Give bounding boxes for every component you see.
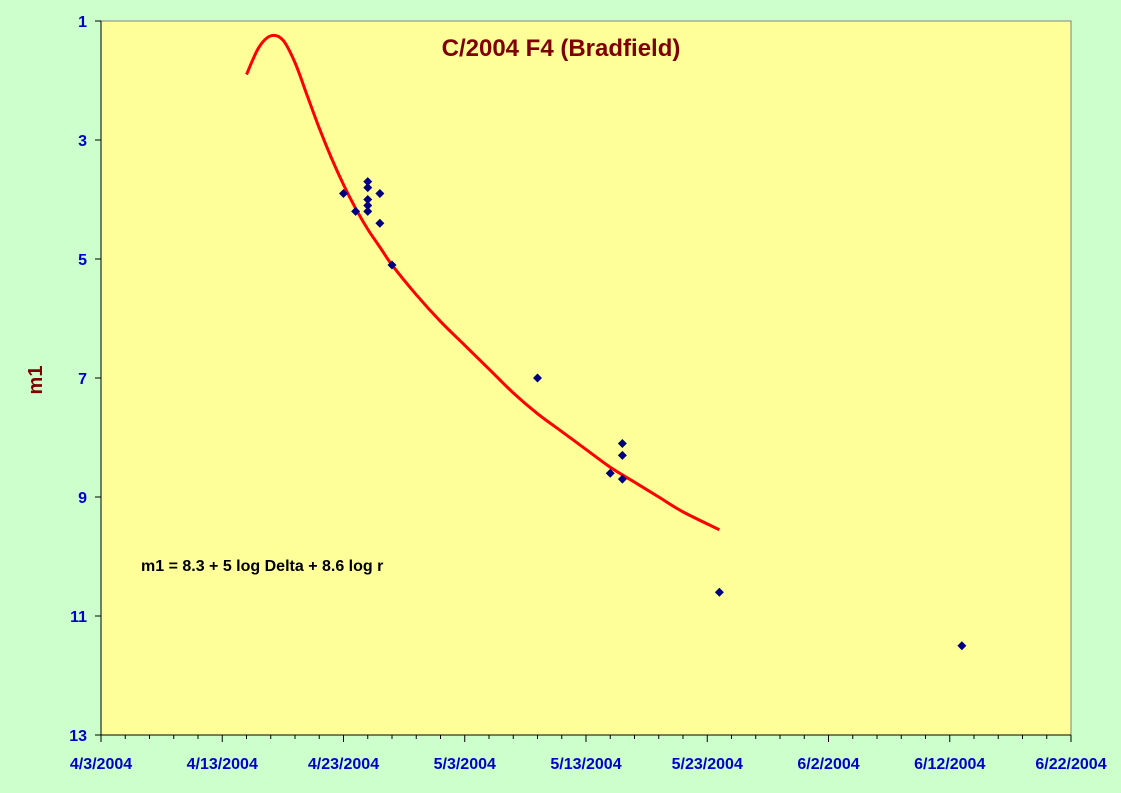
y-tick-label: 5: [78, 252, 87, 269]
series-layer: [245, 33, 967, 651]
x-tick-label: 6/22/2004: [1035, 756, 1106, 773]
y-tick-label: 3: [78, 133, 87, 150]
chart-title: C/2004 F4 (Bradfield): [442, 35, 681, 62]
y-tick-label: 1: [78, 14, 87, 31]
data-point: [363, 177, 373, 187]
data-point: [605, 468, 615, 478]
formula-annotation: m1 = 8.3 + 5 log Delta + 8.6 log r: [141, 558, 383, 575]
data-point: [714, 587, 724, 597]
data-point: [617, 438, 627, 448]
x-tick-label: 6/2/2004: [797, 756, 859, 773]
data-point: [363, 195, 373, 204]
plot-area: [100, 20, 1072, 736]
y-axis-title: m1: [25, 366, 47, 395]
x-tick-label: 4/3/2004: [70, 756, 132, 773]
y-tick-label: 7: [78, 371, 87, 388]
data-point: [363, 200, 373, 210]
data-point: [363, 206, 373, 216]
x-tick-label: 5/23/2004: [672, 756, 743, 773]
data-point: [363, 183, 373, 193]
data-point: [375, 189, 385, 199]
data-point: [339, 189, 348, 199]
x-tick-label: 5/3/2004: [434, 756, 496, 773]
data-point: [617, 474, 627, 484]
x-tick-label: 4/13/2004: [187, 756, 258, 773]
x-tick-label: 6/12/2004: [914, 756, 985, 773]
model-curve: [245, 33, 721, 532]
data-point: [957, 641, 967, 651]
data-point: [351, 206, 361, 216]
y-tick-label: 9: [78, 490, 87, 507]
data-point: [375, 218, 385, 228]
x-tick-label: 4/23/2004: [308, 756, 379, 773]
y-tick-label: 13: [69, 728, 87, 745]
data-point: [617, 450, 627, 460]
y-tick-label: 11: [70, 609, 87, 626]
data-point: [387, 260, 397, 270]
data-point: [533, 373, 542, 383]
x-tick-label: 5/13/2004: [550, 756, 621, 773]
